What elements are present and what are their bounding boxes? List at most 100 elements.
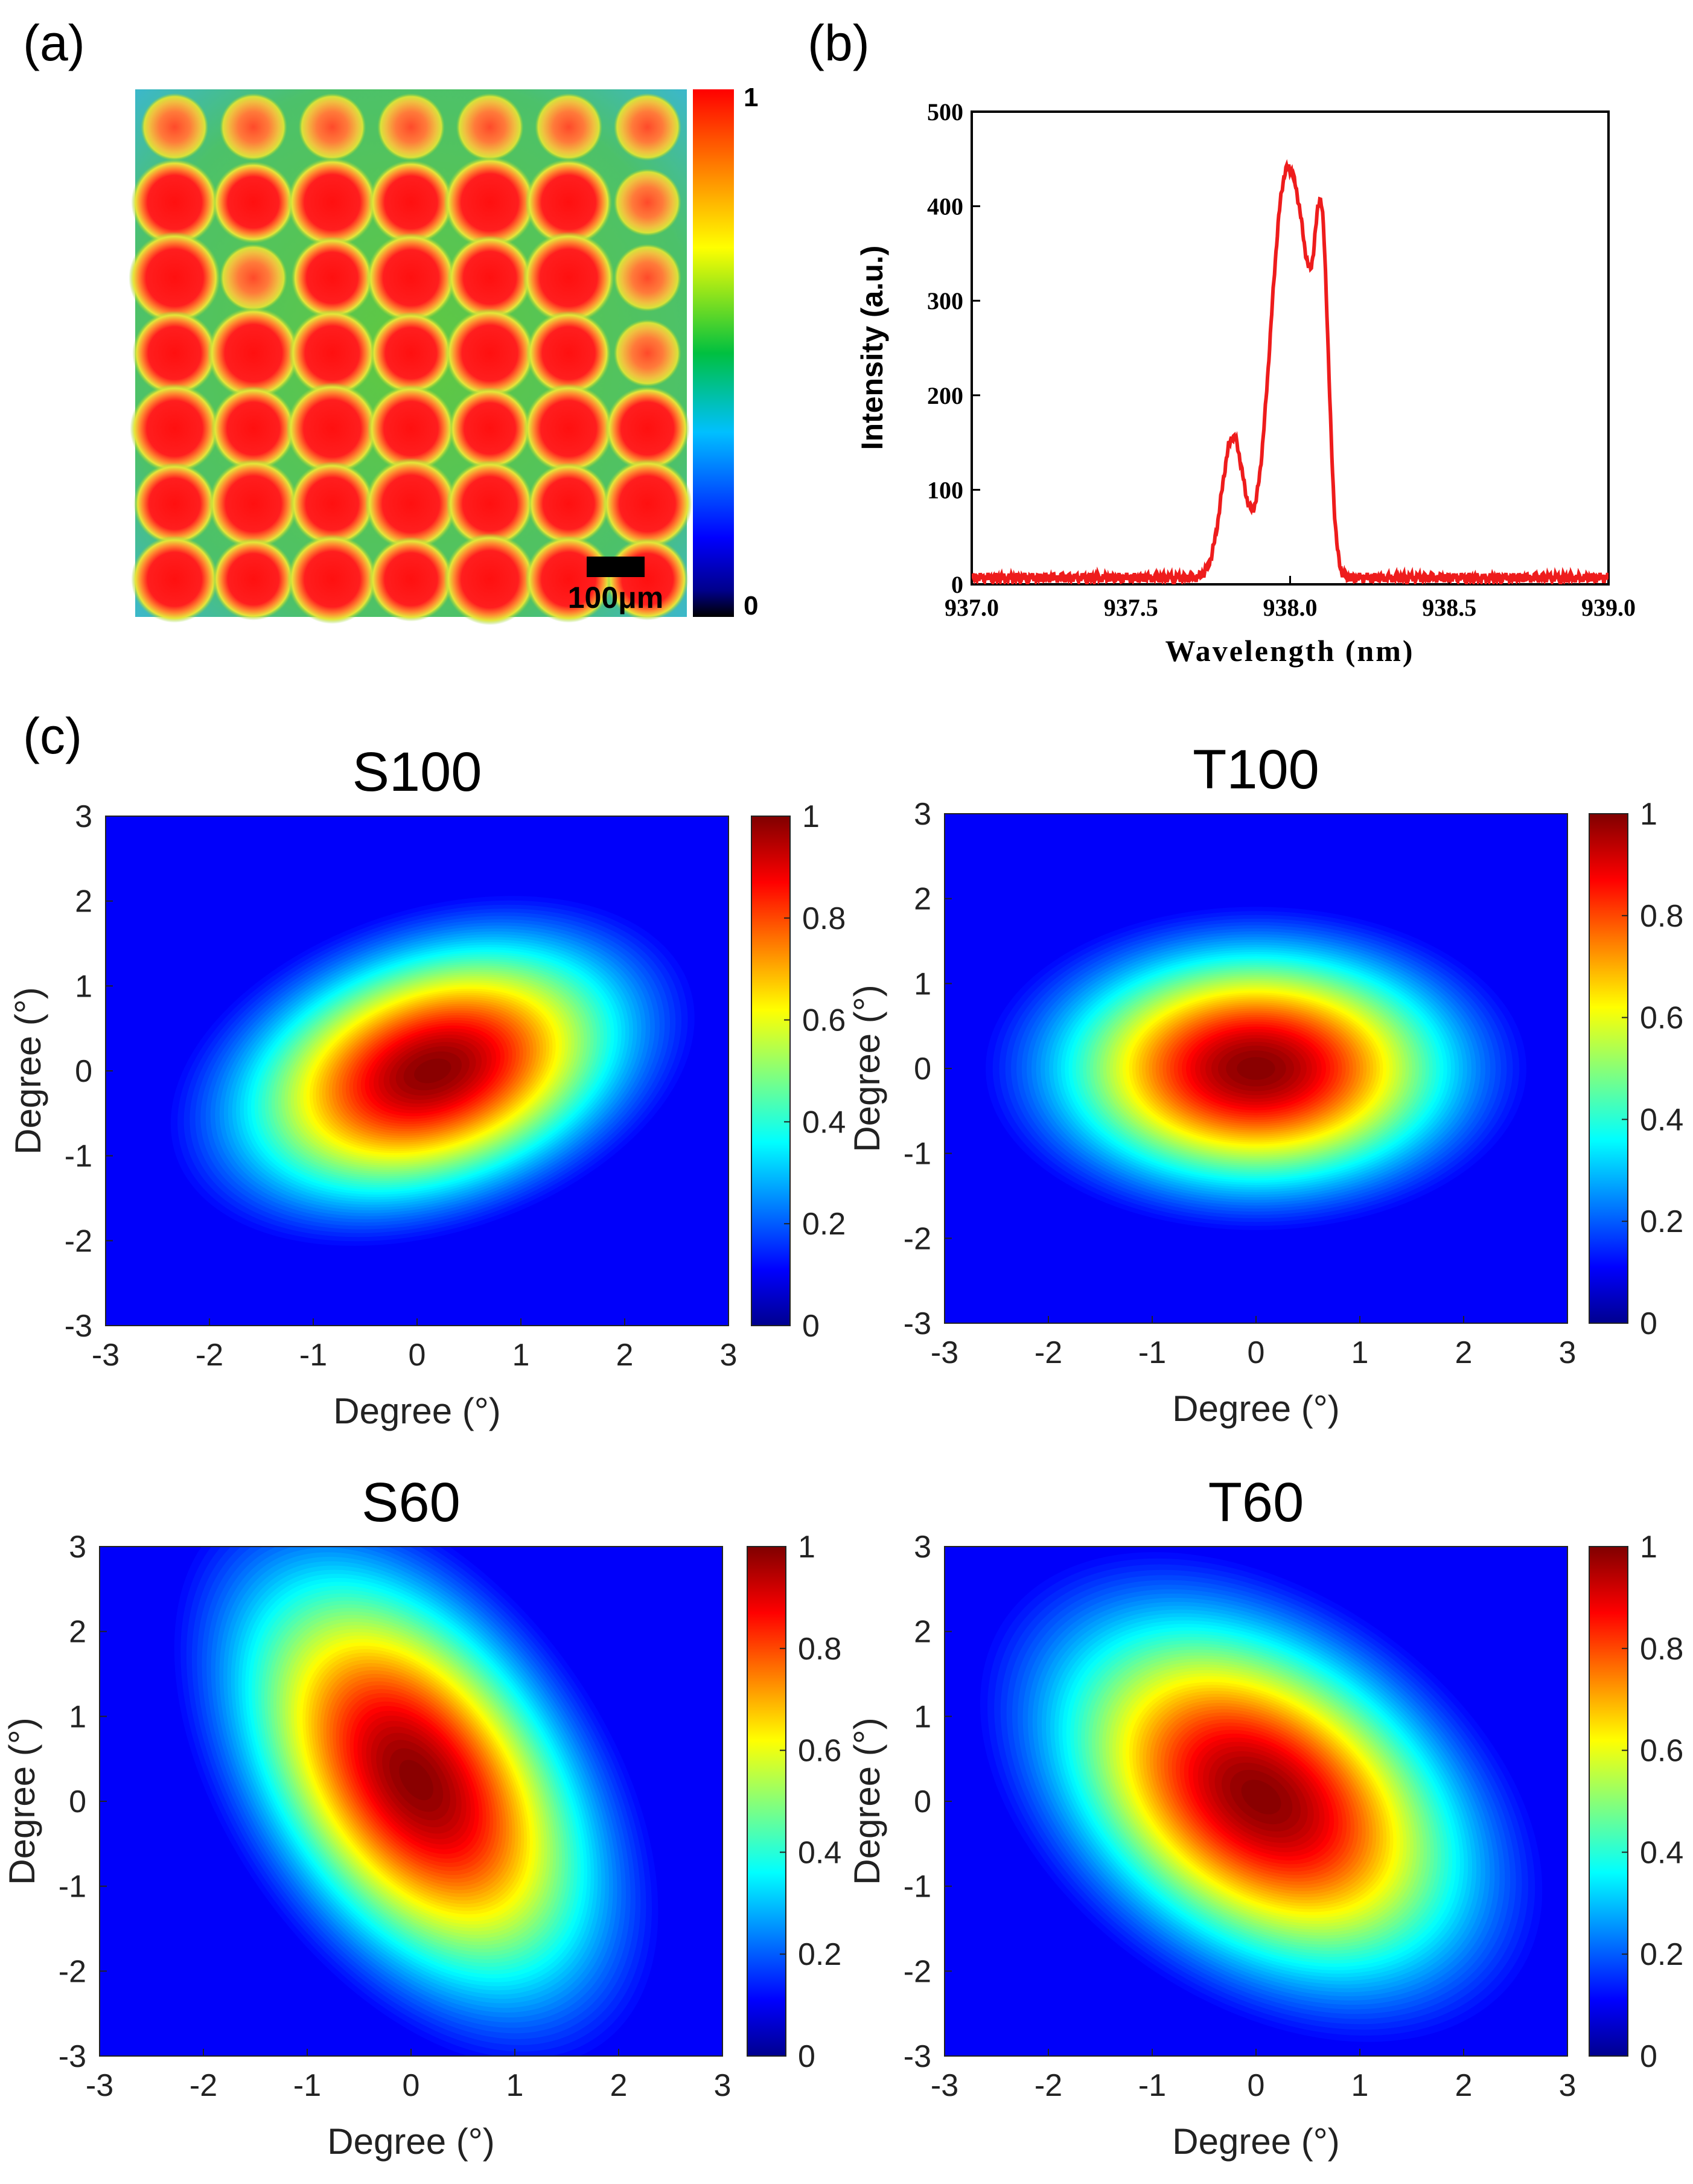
spot-r5-c0 — [133, 462, 216, 545]
heatmap-ytick-label: -1 — [904, 1137, 931, 1172]
spot-r3-c1 — [207, 307, 299, 399]
heatmap-ylabel: Degree (°) — [847, 1717, 887, 1885]
heatmap-xtick-label: 2 — [1455, 2068, 1473, 2103]
spot-r1-c1 — [212, 161, 295, 244]
heatmap-ytick-label: -3 — [59, 2039, 86, 2074]
heatmap-ytick-label: 1 — [914, 966, 931, 1001]
heatmap-beam — [986, 907, 1526, 1230]
colorbar-tick-label: 0.8 — [1640, 899, 1683, 934]
heatmap-ytick-label: 3 — [69, 1530, 86, 1565]
heatmap-t100: T100 -3 -2 -1 0 1 2 3 -3 -2 -1 0 1 2 3 Degree (°) Degree… — [847, 739, 1683, 1429]
spot-r0-c1 — [219, 93, 287, 161]
heatmap-colorbar — [1589, 813, 1628, 1324]
spot-r1-c2 — [287, 158, 377, 247]
heatmap-xtick-label: 1 — [1351, 1335, 1369, 1370]
heatmap-s100: S100 -3 -2 -1 0 1 2 3 -3 -2 -1 0 1 2 3 Degree (°) Degree… — [8, 741, 846, 1431]
heatmap-colorbar — [751, 816, 791, 1326]
panel-a-colorbar-min-label: 0 — [744, 591, 758, 621]
spot-r3-c2 — [289, 310, 376, 397]
heatmap-xtick-label: -1 — [299, 1338, 327, 1373]
heatmap-s60: S60 -3 -2 -1 0 1 2 3 -3 -2 -1 0 1 2 3 Degree (°) Degree … — [2, 1472, 841, 2162]
spot-r5-c3 — [365, 458, 457, 550]
colorbar-tick-label: 0.2 — [1640, 1937, 1683, 1972]
heatmap-ytick-label: -2 — [904, 1221, 931, 1256]
heatmap-ytick-label: 0 — [914, 1052, 931, 1087]
heatmap-ytick-label: 3 — [914, 797, 931, 832]
heatmap-xtick-label: 3 — [714, 2068, 732, 2103]
panel-a-scale-bar — [587, 557, 645, 577]
panel-b-ytick-label: 200 — [927, 382, 963, 409]
colorbar-tick-label: 1 — [798, 1530, 815, 1565]
colorbar-tick-label: 1 — [1640, 797, 1657, 832]
spot-r5-c6 — [602, 459, 692, 549]
heatmap-plot-area — [945, 1547, 1567, 2056]
spot-r1-c5 — [525, 159, 613, 246]
heatmap-xtick-label: -1 — [293, 2068, 321, 2103]
colorbar-tick-label: 0.4 — [1640, 1835, 1683, 1870]
spot-r3-c5 — [526, 311, 611, 395]
heatmap-colorbar — [747, 1546, 786, 2057]
colorbar-tick-label: 1 — [802, 799, 820, 834]
spot-r5-c5 — [528, 462, 610, 545]
heatmap-plot-area — [106, 816, 729, 1326]
heatmap-beam — [980, 1552, 1543, 2042]
colorbar-tick-label: 0 — [1640, 2039, 1657, 2074]
panel-a-colorbar — [693, 89, 734, 617]
panel-b-xtick-label: 937.0 — [945, 594, 999, 621]
panel-b-spectrum: 937.0 937.5 938.0 938.5 939.0 0 100 200 300 400 50… — [855, 98, 1636, 668]
colorbar-tick-label: 1 — [1640, 1530, 1657, 1565]
heatmap-colorbar — [1589, 1546, 1628, 2057]
heatmap-ytick-label: -3 — [904, 2039, 931, 2074]
spot-r2-c0 — [129, 232, 221, 324]
heatmap-ytick-label: 1 — [69, 1699, 86, 1734]
colorbar-tick-label: 0.2 — [1640, 1204, 1683, 1239]
heatmap-xlabel: Degree (°) — [333, 1391, 500, 1431]
heatmap-xtick-label: 2 — [616, 1338, 634, 1373]
colorbar-tick-label: 0.6 — [1640, 1001, 1683, 1036]
heatmap-xtick-label: 0 — [1248, 1335, 1265, 1370]
spot-r4-c0 — [130, 383, 220, 473]
heatmap-beam — [170, 896, 695, 1246]
heatmap-xtick-label: -3 — [931, 2068, 958, 2103]
colorbar-tick-label: 0.4 — [1640, 1102, 1683, 1137]
heatmap-xtick-label: 0 — [409, 1338, 426, 1373]
colorbar-tick-label: 0.2 — [798, 1937, 841, 1972]
spot-r5-c2 — [290, 461, 375, 546]
panel-b-xtick-label: 938.5 — [1422, 594, 1476, 621]
colorbar-tick-label: 0 — [802, 1309, 820, 1344]
heatmap-title: S60 — [362, 1472, 461, 1533]
colorbar-tick-label: 0 — [1640, 1306, 1657, 1341]
panel-b-series-line — [972, 159, 1609, 584]
heatmap-xtick-label: 2 — [1455, 1335, 1473, 1370]
colorbar-tick-label: 0.2 — [802, 1207, 846, 1242]
spot-r4-c2 — [286, 382, 378, 474]
panel-label-b: (b) — [808, 14, 870, 71]
colorbar-tick-label: 0.6 — [802, 1003, 846, 1038]
spot-r0-c3 — [377, 93, 445, 161]
spot-r4-c6 — [605, 386, 690, 471]
spot-r5-c1 — [208, 459, 298, 549]
spot-r3-c0 — [132, 311, 217, 395]
heatmap-xtick-label: 0 — [403, 2068, 420, 2103]
spot-r2-c6 — [613, 244, 681, 312]
spot-r0-c0 — [141, 93, 209, 161]
spot-r1-c0 — [131, 159, 218, 246]
heatmap-ytick-label: 2 — [75, 884, 92, 919]
panel-b-ylabel: Intensity (a.u.) — [855, 246, 889, 450]
spot-r2-c2 — [291, 237, 374, 319]
heatmap-xtick-label: 1 — [506, 2068, 524, 2103]
heatmap-ytick-label: -2 — [65, 1224, 92, 1259]
spot-r0-c6 — [613, 93, 681, 161]
heatmap-xtick-label: -3 — [86, 2068, 113, 2103]
colorbar-tick-label: 0.4 — [802, 1105, 846, 1140]
colorbar-tick-label: 0.8 — [802, 901, 846, 936]
panel-b-xtick-label: 937.5 — [1104, 594, 1158, 621]
panel-a-colorbar-max-label: 1 — [744, 83, 758, 112]
heatmap-contour-level — [414, 1058, 451, 1084]
spot-r1-c3 — [369, 160, 453, 245]
heatmap-xtick-label: -2 — [1035, 2068, 1062, 2103]
heatmap-ylabel: Degree (°) — [8, 987, 48, 1154]
heatmap-xtick-label: -3 — [92, 1338, 120, 1373]
heatmap-ytick-label: -3 — [904, 1306, 931, 1341]
